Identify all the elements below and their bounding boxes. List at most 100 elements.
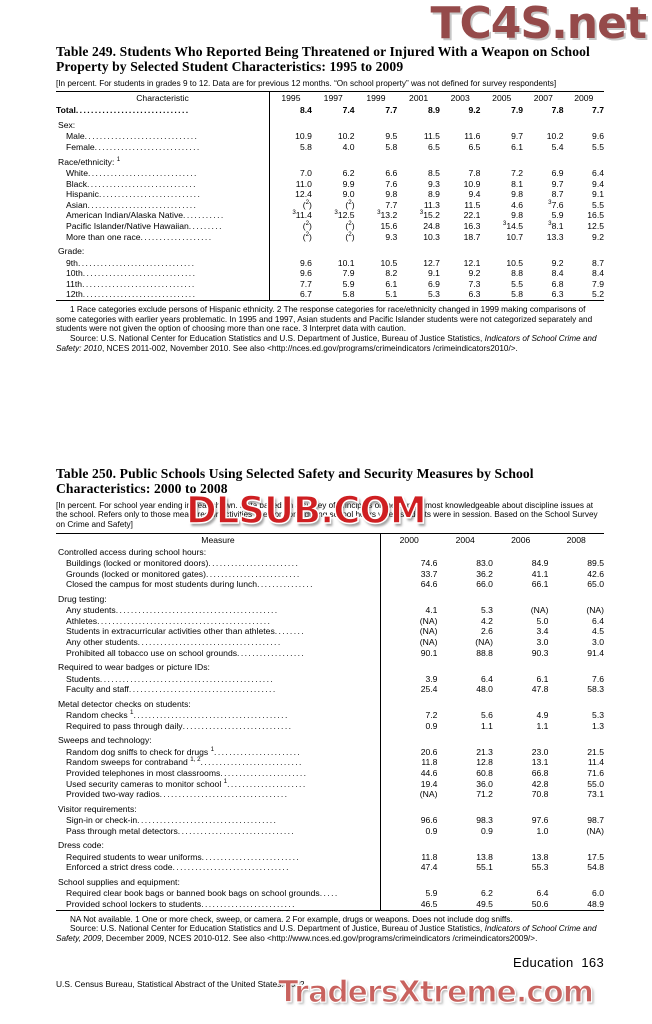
- table-cell-value: 4.6: [511, 199, 524, 210]
- table-cell-value: 55.1: [476, 862, 493, 873]
- leader-dots: .............................: [87, 178, 197, 189]
- table-250: Measure 2000 2004 2006 2008 Controlled a…: [56, 532, 604, 911]
- table-cell-value: 49.5: [437, 898, 493, 911]
- table-cell-value: 5.5: [592, 142, 604, 152]
- table-row: Prohibited all tobacco use on school gro…: [56, 647, 604, 659]
- table-cell-value: 64.6: [380, 579, 438, 590]
- table-cell-value: 70.8: [531, 789, 549, 800]
- table-cell-value: 8.9: [428, 189, 440, 200]
- table-cell-value: 17.5: [587, 851, 604, 862]
- table-cell-value: 9.1: [428, 268, 440, 279]
- table-cell-value: 11.0: [268, 178, 312, 190]
- table-cell-value: 1.3: [592, 720, 604, 731]
- table-cell-value: 13.8: [531, 851, 549, 862]
- table-cell-value: 5.4: [551, 142, 564, 152]
- table-cell-value: (NA): [380, 615, 438, 627]
- table-row-label: 9th ...............................: [66, 257, 196, 268]
- table-cell-value: 36.2: [476, 568, 493, 579]
- table-cell-value: 13.3: [546, 231, 564, 242]
- table-cell-value: 11.5: [423, 131, 440, 142]
- table-cell-value: 98.7: [587, 815, 604, 826]
- table-row-label: Buildings (locked or monitored doors) ..…: [66, 558, 300, 568]
- leader-dots: ...............................: [77, 257, 196, 268]
- table-row: Race/ethnicity: 1: [56, 156, 604, 168]
- table-cell-value: (NA): [586, 825, 604, 836]
- leader-dots: .............................: [87, 168, 198, 178]
- table-cell-value: 10.1: [337, 257, 355, 268]
- table-cell-value: 90.1: [380, 647, 438, 659]
- table-row-label: Grounds (locked or monitored gates) ....…: [66, 568, 301, 579]
- table-row: Students in extracurricular activities o…: [56, 626, 604, 637]
- table-cell-value: 66.8: [531, 767, 549, 778]
- table-250-headnote: [In percent. For school year ending in y…: [56, 500, 598, 529]
- table-cell-value: 9.6: [268, 268, 312, 279]
- table-row: White ............................. 7.0 6.…: [56, 168, 604, 179]
- table-spacer-row: [56, 872, 604, 877]
- table-cell-value: 312.5: [334, 209, 355, 221]
- table-cell-value: 9.6: [268, 257, 312, 269]
- table-cell-value: 41.1: [531, 568, 549, 579]
- table-cell-value: 5.3: [481, 605, 493, 616]
- footer-page-number: 163: [581, 955, 604, 970]
- table-250-title: Table 250. Public Schools Using Selected…: [56, 466, 534, 497]
- table-row: Grounds (locked or monitored gates) ....…: [56, 568, 604, 580]
- leader-dots: ..............................: [82, 278, 196, 289]
- leader-dots: ...........................: [200, 757, 303, 768]
- table-cell-value: (2): [345, 230, 355, 242]
- table-cell-value: 24.8: [423, 220, 440, 231]
- table-row: Sweeps and technology:: [56, 735, 604, 747]
- table-cell-value: 5.1: [354, 289, 398, 301]
- table-group-label: Controlled access during school hours:: [58, 546, 207, 557]
- table-cell-value: 55.0: [587, 778, 604, 789]
- table-cell-value: 11.6: [464, 131, 481, 142]
- table-row-label: Used security cameras to monitor school …: [66, 777, 307, 789]
- table-row-label: Random dog sniffs to check for drugs 1 .…: [66, 745, 302, 757]
- table-cell-value: 9.7: [551, 178, 564, 189]
- table-row-label: Students in extracurricular activities o…: [66, 626, 306, 637]
- table-249-col-2001: 2001: [397, 91, 440, 106]
- table-cell-value: 4.1: [380, 605, 438, 616]
- table-cell-value: 65.0: [587, 579, 604, 590]
- table-row-total-label: Total ..............................: [56, 105, 190, 116]
- table-row: School supplies and equipment:: [56, 876, 604, 889]
- table-row-label: Required to pass through daily .........…: [66, 720, 293, 731]
- table-cell-value: 9.2: [551, 257, 564, 268]
- table-cell-value: 5.2: [563, 289, 604, 301]
- table-cell-value: 10.7: [506, 231, 524, 242]
- table-249-col-1997: 1997: [311, 91, 355, 106]
- leader-dots: ..................................: [159, 789, 289, 800]
- table-249-col-2003: 2003: [439, 91, 481, 106]
- table-cell-value: 55.3: [531, 862, 549, 873]
- table-cell-value: 13.8: [476, 851, 493, 862]
- table-cell-value: 9.8: [511, 189, 524, 200]
- table-row: Controlled access during school hours:: [56, 546, 604, 558]
- leader-dots: .............................: [182, 720, 293, 731]
- table-row-label: Female ............................: [66, 142, 201, 152]
- table-cell-value: (NA): [586, 605, 604, 616]
- table-cell-value: 9.8: [511, 210, 524, 221]
- table-cell-value: 12.4: [268, 189, 312, 200]
- table-249-footnotes: 1 Race categories exclude persons of His…: [56, 305, 604, 354]
- table-row: Pass through metal detectors ...........…: [56, 825, 604, 837]
- leader-dots: ........................................…: [97, 615, 272, 626]
- table-spacer-row: [56, 658, 604, 663]
- table-row: Total .............................. 8.4 7…: [56, 105, 604, 116]
- table-cell-value: 10.9: [463, 178, 481, 189]
- table-row: Visitor requirements:: [56, 803, 604, 816]
- table-cell-value: 36.0: [476, 778, 493, 789]
- table-cell-value: 4.2: [481, 615, 493, 626]
- table-row: Closed the campus for most students duri…: [56, 579, 604, 590]
- leader-dots: .....................: [227, 778, 307, 789]
- table-cell-value: 66.0: [476, 579, 493, 590]
- table-cell-value: 0.9: [481, 825, 493, 836]
- table-cell-value: 13.1: [531, 757, 549, 768]
- table-row: Required to wear badges or picture IDs:: [56, 662, 604, 674]
- table-249-footnote-text: 1 Race categories exclude persons of His…: [56, 304, 593, 334]
- table-row: Black ............................. 11.0 9…: [56, 178, 604, 190]
- leader-dots: ........................................…: [99, 673, 275, 684]
- table-cell-value: 4.0: [342, 142, 355, 152]
- table-cell-value: 74.6: [380, 558, 438, 569]
- table-row: Drug testing:: [56, 593, 604, 606]
- table-cell-value: (NA): [380, 636, 438, 648]
- table-cell-value: 8.4: [551, 268, 564, 279]
